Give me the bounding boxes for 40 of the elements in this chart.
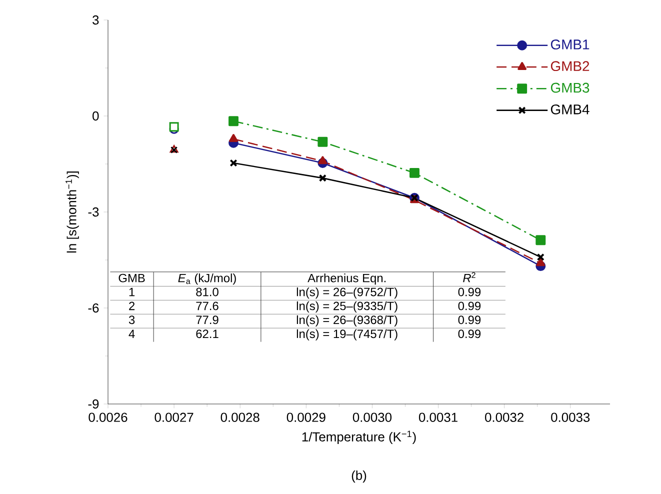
y-tick-label: 0 bbox=[92, 111, 99, 121]
y-axis-title: ln [s(month$^{−1}$)] bbox=[66, 172, 79, 253]
annotation: 0.99 bbox=[458, 288, 481, 296]
legend-label: GMB4 bbox=[550, 104, 590, 114]
annotation: ln(s) = 26–(9368/T) bbox=[296, 315, 398, 326]
x-tick-label: 0.0027 bbox=[154, 412, 194, 422]
annotation: 62.1 bbox=[196, 330, 218, 338]
x-tick-label: 0.0031 bbox=[418, 412, 458, 422]
annotation: 81.0 bbox=[196, 288, 218, 296]
annotation: 0.99 bbox=[458, 302, 481, 310]
text: (b) bbox=[352, 470, 366, 483]
annotation: ln(s) = 26–(9752/T) bbox=[296, 287, 398, 299]
legend-label: GMB2 bbox=[550, 61, 590, 72]
y-tick-label: -6 bbox=[88, 303, 99, 313]
x-tick-label: 0.0032 bbox=[485, 412, 524, 422]
annotation: 0.99 bbox=[458, 316, 481, 324]
annotation: R$^{2}$ bbox=[463, 272, 476, 282]
annotation: 77.6 bbox=[196, 302, 218, 310]
x-tick-label: 0.0028 bbox=[220, 412, 260, 422]
annotation: GMB bbox=[118, 274, 145, 282]
x-tick-label: 0.0030 bbox=[352, 412, 392, 422]
x-tick-label: 0.0026 bbox=[88, 412, 128, 422]
annotation: 0.99 bbox=[458, 330, 481, 338]
x-axis-title: 1/Temperature (K$^{−1}$) bbox=[302, 430, 416, 444]
x-tick-label: 0.0029 bbox=[286, 412, 326, 422]
annotation: 1 bbox=[129, 288, 135, 296]
x-tick-label: 0.0033 bbox=[551, 412, 590, 422]
y-tick-label: -9 bbox=[88, 399, 99, 409]
annotation: 4 bbox=[128, 330, 135, 338]
legend-label: GMB3 bbox=[550, 82, 590, 93]
annotation: 3 bbox=[128, 316, 135, 324]
annotation: 2 bbox=[129, 302, 135, 310]
annotation: E$_{a}$ (kJ/mol) bbox=[178, 274, 236, 285]
annotation: Arrhenius Eqn. bbox=[308, 274, 386, 285]
y-tick-label: -3 bbox=[88, 207, 99, 217]
annotation: ln(s) = 19–(7457/T) bbox=[296, 329, 398, 340]
legend-label: GMB1 bbox=[550, 40, 590, 50]
y-tick-label: 3 bbox=[92, 15, 99, 25]
annotation: 77.9 bbox=[196, 316, 218, 324]
annotation: ln(s) = 25–(9335/T) bbox=[296, 301, 398, 313]
